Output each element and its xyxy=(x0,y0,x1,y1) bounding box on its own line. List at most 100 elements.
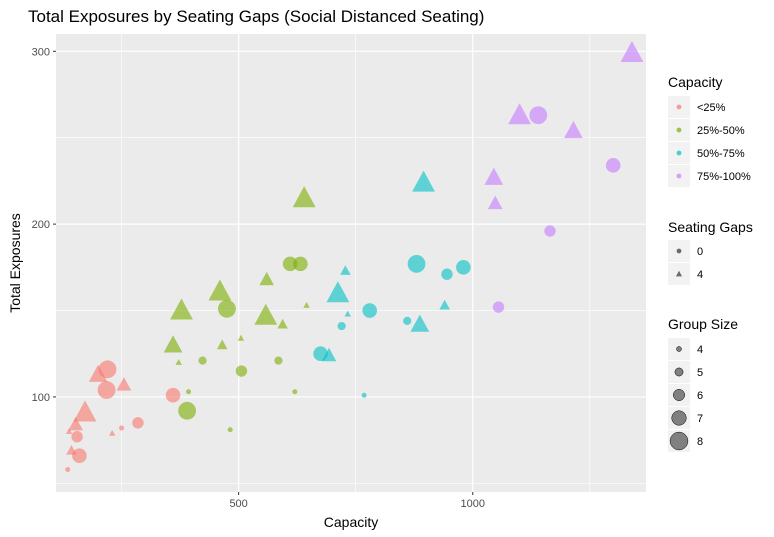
legend-group-size-label: 5 xyxy=(697,367,703,379)
x-tick-label: 500 xyxy=(229,498,247,510)
legend-capacity-label: 75%-100% xyxy=(697,171,751,183)
data-point-circle xyxy=(492,301,505,313)
data-point-triangle xyxy=(620,40,644,63)
data-point-circle xyxy=(235,365,248,377)
data-point-triangle xyxy=(259,271,275,286)
plot-panel xyxy=(56,34,646,492)
grid-lines xyxy=(56,34,646,492)
legend-group-size-title: Group Size xyxy=(668,316,738,332)
legend-seating-gaps-label: 4 xyxy=(697,269,703,281)
data-point-triangle xyxy=(277,318,288,329)
data-point-circle xyxy=(337,321,346,331)
data-point-triangle xyxy=(65,428,73,435)
data-point-circle xyxy=(529,106,548,125)
data-point-triangle xyxy=(254,303,278,325)
data-point-triangle xyxy=(73,400,97,422)
data-point-triangle xyxy=(344,310,351,317)
data-point-triangle xyxy=(410,314,430,332)
data-point-circle xyxy=(407,254,426,273)
data-point-circle xyxy=(361,392,367,398)
data-point-triangle xyxy=(487,195,503,210)
data-point-circle xyxy=(132,417,144,429)
data-point-triangle xyxy=(412,170,435,192)
data-point-triangle xyxy=(508,103,531,125)
data-point-triangle xyxy=(484,167,504,185)
x-tick-label: 1000 xyxy=(461,498,485,510)
legend-size-swatch xyxy=(673,389,685,401)
data-point-circle xyxy=(292,389,298,395)
data-point-triangle xyxy=(340,265,351,275)
legend-group-size-label: 8 xyxy=(697,436,703,448)
legend-capacity-entries: <25% 25%-50% 50%-75% 75%-100% xyxy=(668,96,751,187)
data-point-circle xyxy=(72,448,87,464)
legend-seating-gaps-title: Seating Gaps xyxy=(668,219,753,235)
data-point-circle xyxy=(605,158,621,173)
data-point-circle xyxy=(403,316,412,325)
data-point-circle xyxy=(456,260,471,275)
legend-group-size-label: 7 xyxy=(697,413,703,425)
legend: Capacity <25% 25%-50% 50%-75% 75%-100% Seat… xyxy=(668,74,753,452)
data-point-circle xyxy=(218,299,236,318)
data-point-circle xyxy=(227,427,233,433)
legend-seating-gaps-entries: 04 xyxy=(668,240,703,285)
legend-size-swatch xyxy=(669,431,689,451)
data-point-circle xyxy=(198,356,207,365)
legend-color-swatch xyxy=(676,150,682,156)
legend-size-swatch xyxy=(674,367,684,377)
x-axis-title: Capacity xyxy=(324,514,378,530)
data-point-circle xyxy=(178,401,197,420)
data-point-circle xyxy=(71,430,83,443)
data-point-circle xyxy=(362,303,378,318)
data-point-triangle xyxy=(68,416,83,431)
data-point-circle xyxy=(119,425,125,431)
data-point-circle xyxy=(293,256,308,272)
data-point-triangle xyxy=(564,120,583,139)
data-point-circle xyxy=(97,381,116,399)
legend-color-swatch xyxy=(676,104,682,110)
legend-shape-swatch xyxy=(676,248,682,254)
legend-size-swatch xyxy=(671,410,687,426)
data-point-circle xyxy=(186,389,192,395)
data-points xyxy=(65,40,644,473)
legend-group-size-label: 4 xyxy=(697,344,703,356)
data-point-triangle xyxy=(321,347,337,362)
y-axis-title: Total Exposures xyxy=(7,213,23,313)
chart-title: Total Exposures by Seating Gaps (Social … xyxy=(28,7,484,26)
data-point-triangle xyxy=(326,281,350,303)
data-point-circle xyxy=(282,256,298,272)
legend-capacity-label: 25%-50% xyxy=(697,125,745,137)
legend-color-swatch xyxy=(676,173,682,179)
y-tick-label: 300 xyxy=(32,46,50,58)
data-point-triangle xyxy=(66,444,77,455)
legend-capacity-label: 50%-75% xyxy=(697,148,745,160)
data-point-triangle xyxy=(170,298,193,320)
data-point-circle xyxy=(65,467,71,473)
data-point-triangle xyxy=(303,301,310,308)
data-point-triangle xyxy=(237,334,245,341)
y-tick-label: 200 xyxy=(32,219,50,231)
legend-capacity-title: Capacity xyxy=(668,74,722,90)
data-point-triangle xyxy=(88,364,108,382)
data-point-triangle xyxy=(175,359,182,365)
legend-color-swatch xyxy=(676,127,682,133)
data-point-circle xyxy=(274,356,283,365)
data-point-circle xyxy=(441,268,453,280)
data-point-triangle xyxy=(163,335,183,353)
y-tick-label: 100 xyxy=(32,392,50,404)
legend-group-size-label: 6 xyxy=(697,390,703,402)
data-point-circle xyxy=(165,387,181,403)
data-point-circle xyxy=(544,225,556,237)
data-point-triangle xyxy=(208,279,232,301)
data-point-triangle xyxy=(439,299,450,310)
legend-group-size-entries: 4 5 6 7 8 xyxy=(668,338,703,452)
axis-ticks: 500 1000 100 200 300 xyxy=(32,46,485,510)
legend-size-swatch xyxy=(676,346,682,352)
data-point-circle xyxy=(98,360,117,379)
data-point-triangle xyxy=(216,339,228,350)
legend-capacity-label: <25% xyxy=(697,102,726,114)
legend-seating-gaps-label: 0 xyxy=(697,246,703,258)
data-point-triangle xyxy=(116,377,132,391)
data-point-triangle xyxy=(108,429,116,436)
data-point-triangle xyxy=(292,186,316,208)
